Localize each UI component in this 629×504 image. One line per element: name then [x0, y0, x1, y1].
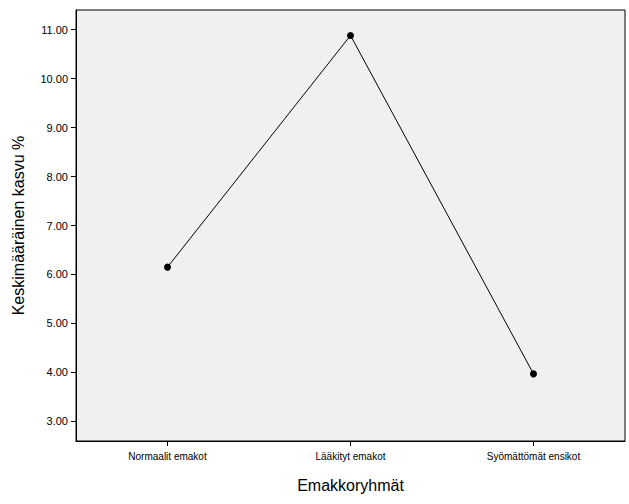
svg-text:10.00: 10.00 — [40, 73, 68, 85]
svg-text:4.00: 4.00 — [47, 366, 68, 378]
svg-text:5.00: 5.00 — [47, 317, 68, 329]
svg-text:8.00: 8.00 — [47, 171, 68, 183]
svg-text:7.00: 7.00 — [47, 220, 68, 232]
svg-text:11.00: 11.00 — [41, 24, 68, 36]
svg-text:9.00: 9.00 — [47, 122, 68, 134]
svg-text:Emakkoryhmät: Emakkoryhmät — [297, 477, 404, 494]
svg-text:Syömättömät ensikot: Syömättömät ensikot — [487, 451, 581, 462]
svg-text:Keskimääräinen kasvu %: Keskimääräinen kasvu % — [10, 136, 27, 316]
svg-text:Lääkityt emakot: Lääkityt emakot — [315, 451, 385, 462]
svg-text:3.00: 3.00 — [47, 415, 68, 427]
svg-text:Normaalit emakot: Normaalit emakot — [128, 451, 207, 462]
svg-text:6.00: 6.00 — [47, 268, 68, 280]
